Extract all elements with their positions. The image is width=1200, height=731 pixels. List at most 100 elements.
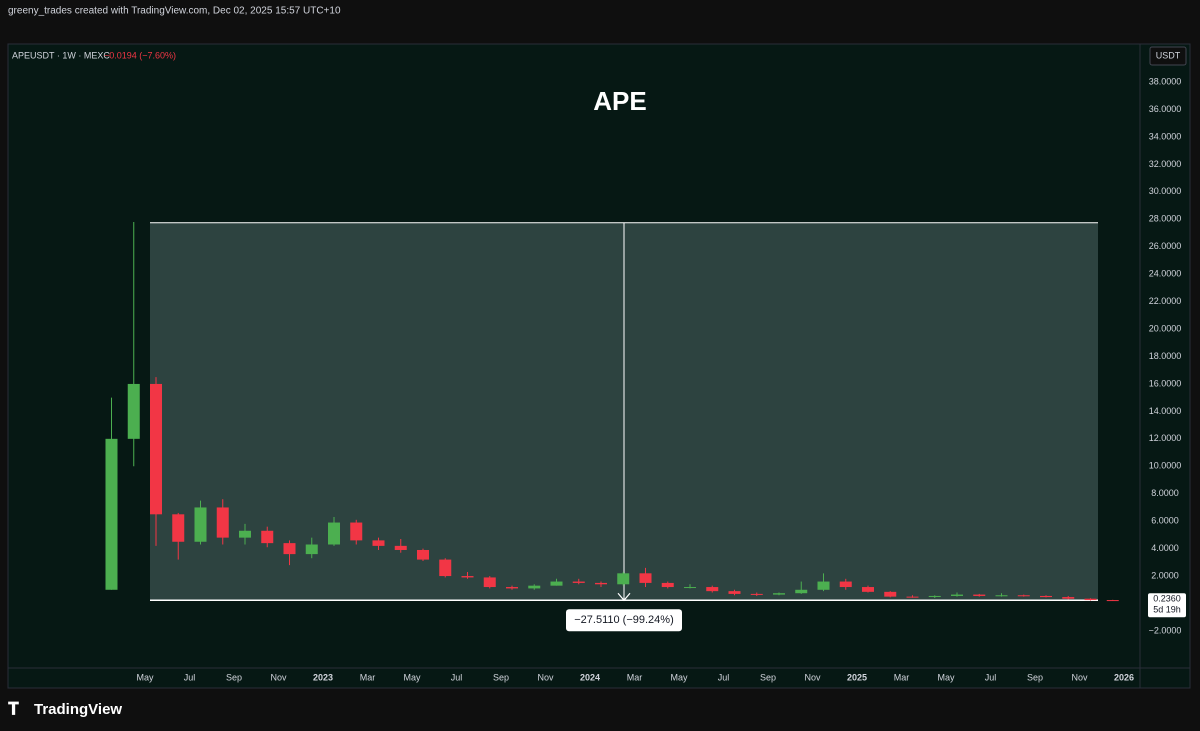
x-tick-label: Sep: [493, 672, 509, 682]
candle-body: [1017, 595, 1030, 597]
chart-title: APE: [593, 86, 646, 116]
candle-body: [728, 591, 741, 594]
y-tick-label: 16.0000: [1149, 378, 1182, 388]
footer: 𝐓 TradingView: [8, 699, 122, 718]
candle-body: [661, 582, 674, 588]
candle-body: [706, 587, 719, 592]
candle-body: [884, 591, 897, 597]
candle-body: [906, 596, 919, 598]
x-tick-label: Nov: [1071, 672, 1088, 682]
candle-body: [750, 593, 763, 595]
candle-body: [1106, 600, 1119, 602]
last-price-box: [1148, 593, 1186, 618]
candle-body: [105, 438, 118, 590]
y-tick-label: 28.0000: [1149, 214, 1182, 224]
x-tick-label: Jul: [718, 672, 730, 682]
candle-body: [483, 577, 496, 588]
y-tick-label: 14.0000: [1149, 406, 1182, 416]
y-tick-label: 22.0000: [1149, 296, 1182, 306]
footer-icon: 𝐓: [8, 699, 19, 718]
candle-body: [1062, 597, 1075, 599]
x-tick-label: May: [136, 672, 154, 682]
candle-body: [283, 543, 296, 555]
x-tick-label: May: [403, 672, 421, 682]
candle-body: [150, 383, 162, 515]
candle-body: [773, 593, 785, 595]
y-tick-label: 4.0000: [1151, 543, 1179, 553]
x-tick-label: Nov: [270, 672, 287, 682]
y-tick-label: 8.0000: [1151, 488, 1179, 498]
x-tick-label: Mar: [894, 672, 910, 682]
measure-arrowhead: [617, 592, 631, 602]
x-tick-label: Sep: [226, 672, 242, 682]
x-tick-label: 2023: [313, 672, 333, 682]
y-tick-label: 6.0000: [1151, 516, 1179, 526]
x-tick-label: 2024: [580, 672, 600, 682]
candle-body: [928, 595, 941, 597]
candle-body: [550, 581, 563, 586]
currency-box: [1149, 46, 1187, 66]
header: greeny_trades created with TradingView.c…: [8, 6, 341, 17]
candle-body: [461, 576, 474, 578]
candle-body: [417, 549, 429, 560]
candle-body: [572, 581, 585, 583]
candle-body: [951, 594, 963, 596]
x-tick-label: Sep: [760, 672, 776, 682]
candle-body: [1084, 598, 1097, 601]
candle-body: [617, 573, 630, 585]
x-tick-label: 2025: [847, 672, 867, 682]
y-tick-label: 36.0000: [1149, 104, 1182, 114]
x-tick-label: Mar: [627, 672, 643, 682]
y-tick-label: 10.0000: [1149, 461, 1182, 471]
candle-body: [394, 545, 407, 550]
y-tick-label: 2.0000: [1151, 570, 1179, 580]
candle-body: [795, 589, 808, 594]
candle-body: [239, 530, 251, 538]
y-tick-label: −2.0000: [1149, 625, 1182, 635]
x-tick-label: Jul: [184, 672, 196, 682]
y-tick-label: 12.0000: [1149, 433, 1182, 443]
candle-body: [817, 581, 830, 590]
candle-body: [261, 530, 274, 544]
candle-body: [216, 507, 229, 538]
candle-body: [639, 573, 652, 583]
candle-body: [1040, 595, 1052, 598]
change: −0.0194 (−7.60%): [104, 50, 176, 60]
x-tick-label: May: [670, 672, 688, 682]
measure-label: −27.5110 (−99.24%): [574, 614, 673, 626]
y-tick-label: 26.0000: [1149, 241, 1182, 251]
x-tick-label: Jul: [985, 672, 997, 682]
y-tick-label: 18.0000: [1149, 351, 1182, 361]
y-tick-label: 38.0000: [1149, 76, 1182, 86]
candle-body: [305, 544, 318, 555]
y-tick-label: 20.0000: [1149, 323, 1182, 333]
x-tick-label: Nov: [537, 672, 554, 682]
y-tick-label: 30.0000: [1149, 186, 1182, 196]
candle-body: [973, 594, 986, 596]
candle-body: [839, 581, 852, 588]
y-tick-label: 32.0000: [1149, 159, 1182, 169]
candle-body: [595, 582, 607, 585]
candle-body: [506, 587, 518, 589]
candle-body: [172, 514, 185, 542]
countdown: 5d 19h: [1153, 605, 1181, 615]
x-tick-label: Jul: [451, 672, 463, 682]
y-tick-label: 24.0000: [1149, 269, 1182, 279]
candle-body: [328, 522, 340, 545]
footer-logo: TradingView: [34, 701, 122, 718]
candle-body: [194, 507, 207, 542]
symbol: APEUSDT · 1W · MEXC: [12, 50, 110, 60]
x-tick-label: Mar: [360, 672, 376, 682]
measure-label-box: [566, 609, 682, 632]
candle-body: [995, 595, 1008, 597]
currency: USDT: [1156, 50, 1181, 60]
y-tick-label: 34.0000: [1149, 131, 1182, 141]
candle-body: [350, 522, 363, 541]
candle-body: [372, 540, 385, 546]
x-tick-label: May: [937, 672, 955, 682]
candle-body: [127, 383, 140, 439]
last-price: 0.2360: [1153, 594, 1181, 604]
candle-body: [684, 587, 696, 589]
